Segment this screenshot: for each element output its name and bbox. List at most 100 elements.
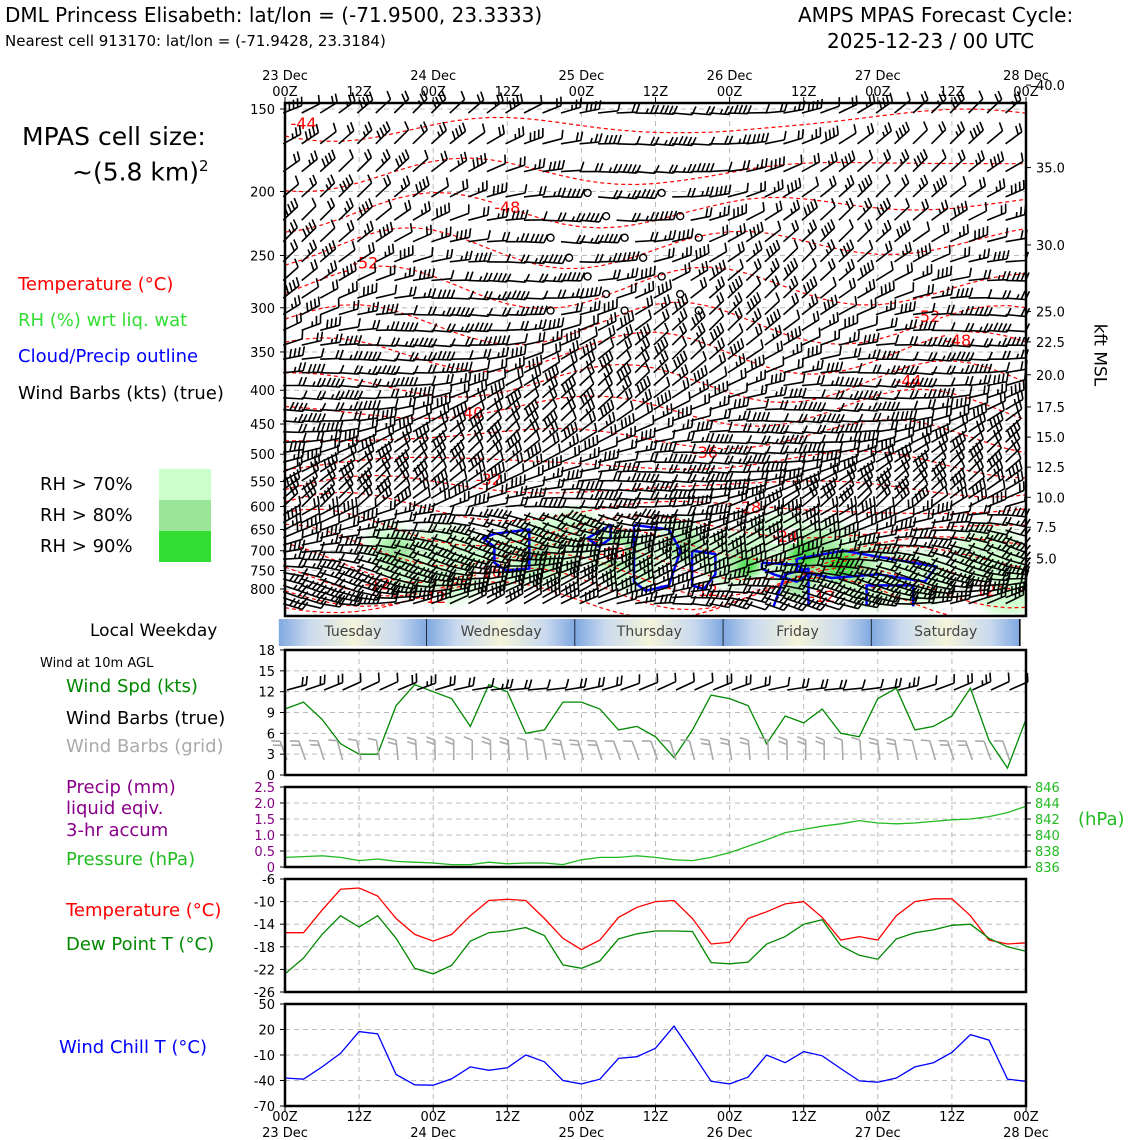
upper-wind-barb xyxy=(1005,517,1031,528)
upper-wind-barb xyxy=(616,400,634,422)
upper-wind-barb xyxy=(764,275,780,299)
upper-wind-barb xyxy=(764,460,788,473)
upper-wind-barb xyxy=(375,284,398,299)
upper-wind-barb xyxy=(745,339,764,360)
upper-wind-barb xyxy=(394,575,420,585)
upper-wind-barb xyxy=(671,391,691,411)
upper-wind-barb xyxy=(505,496,529,508)
upper-wind-barb xyxy=(949,532,976,543)
legend-rh80-label: RH > 80% xyxy=(40,505,133,526)
upper-wind-barb xyxy=(468,549,494,560)
upper-wind-barb xyxy=(857,402,882,412)
upper-wind-barb xyxy=(986,250,1010,263)
upper-wind-barb xyxy=(746,499,767,516)
upper-wind-barb xyxy=(393,458,410,482)
upper-wind-barb xyxy=(930,149,947,173)
upper-wind-barb xyxy=(412,502,436,516)
upper-wind-barb xyxy=(468,370,489,387)
upper-wind-barb xyxy=(819,276,837,299)
upper-wind-barb xyxy=(320,412,345,422)
upper-wind-barb xyxy=(727,557,749,574)
upper-wind-barb xyxy=(542,584,561,605)
upper-wind-barb xyxy=(634,583,657,599)
upper-wind-barb xyxy=(431,373,454,387)
upper-wind-barb xyxy=(375,377,401,388)
surface-wind-barb-grid xyxy=(445,736,455,760)
upper-wind-barb xyxy=(634,553,654,574)
upper-wind-barb xyxy=(653,441,677,454)
upper-wind-barb xyxy=(653,519,677,532)
upper-wind-barb xyxy=(356,148,373,173)
upper-wind-barb xyxy=(1005,409,1022,433)
upper-wind-barb xyxy=(801,511,821,532)
upper-wind-barb xyxy=(968,523,994,535)
surface-wind-barb-true xyxy=(916,675,938,691)
surface-wind-barb-true xyxy=(305,674,326,691)
upper-wind-barb xyxy=(319,174,336,198)
upper-wind-barb xyxy=(449,151,468,173)
upper-wind-barb xyxy=(635,482,660,493)
upper-wind-barb xyxy=(949,395,972,411)
upper-wind-barb xyxy=(764,534,784,553)
bottom-hour-label: 12Z xyxy=(643,1110,669,1125)
temperature-contour xyxy=(285,419,1026,454)
upper-wind-barb xyxy=(857,421,881,433)
upper-wind-barb xyxy=(542,159,566,173)
upper-wind-barb xyxy=(541,420,559,443)
upper-wind-barb xyxy=(505,156,526,173)
upper-wind-barb xyxy=(375,553,402,567)
upper-wind-barb xyxy=(449,553,476,567)
upper-wind-barb xyxy=(764,497,785,516)
upper-wind-barb xyxy=(375,388,400,399)
upper-wind-barb xyxy=(467,450,485,473)
upper-wind-barb xyxy=(468,585,487,605)
upper-wind-barb xyxy=(523,127,544,145)
weekday-label: Friday xyxy=(776,624,818,640)
upper-wind-barb xyxy=(301,495,320,516)
upper-wind-barb xyxy=(968,458,985,482)
upper-wind-barb xyxy=(949,90,965,114)
upper-wind-barb xyxy=(875,411,900,422)
upper-wind-barb xyxy=(486,388,504,411)
upper-wind-barb xyxy=(745,291,762,316)
upper-wind-barb xyxy=(431,350,456,361)
wind-speed-tick-label: 9 xyxy=(267,707,275,722)
upper-wind-barb xyxy=(986,203,1007,221)
upper-wind-barb xyxy=(467,460,486,482)
upper-wind-barb xyxy=(393,422,413,443)
upper-wind-barb xyxy=(745,307,762,331)
upper-wind-barb xyxy=(560,340,580,360)
surface-wind-barb-true xyxy=(879,677,903,691)
upper-wind-barb xyxy=(319,149,336,173)
upper-wind-barb xyxy=(431,562,457,573)
upper-wind-barb xyxy=(597,411,616,433)
upper-wind-barb xyxy=(301,446,322,463)
weekday-label: Wednesday xyxy=(461,624,542,640)
upper-wind-barb xyxy=(375,519,399,532)
upper-wind-barb xyxy=(634,591,658,605)
upper-wind-barb xyxy=(745,512,765,532)
upper-wind-barb xyxy=(949,467,966,491)
upper-wind-barb xyxy=(801,127,822,145)
upper-wind-barb xyxy=(616,553,635,574)
upper-wind-barb xyxy=(671,570,693,587)
upper-wind-barb xyxy=(931,567,957,580)
top-hour-label: 00Z xyxy=(569,85,595,100)
upper-wind-barb xyxy=(523,398,539,422)
upper-wind-barb xyxy=(542,289,567,299)
upper-wind-barb xyxy=(394,376,419,387)
upper-wind-barb xyxy=(893,148,910,173)
upper-wind-barb xyxy=(783,527,803,546)
upper-wind-barb xyxy=(968,269,992,282)
upper-wind-barb xyxy=(319,122,337,145)
upper-wind-barb xyxy=(838,258,856,282)
upper-wind-barb xyxy=(986,479,1006,500)
upper-wind-barb xyxy=(894,527,918,539)
upper-wind-barb xyxy=(783,401,808,411)
upper-wind-barb xyxy=(801,176,820,198)
upper-wind-barb xyxy=(412,351,438,362)
upper-wind-barb xyxy=(912,398,937,411)
upper-wind-barb xyxy=(893,197,910,221)
upper-wind-barb xyxy=(949,421,968,443)
surface-wind-barb-true xyxy=(731,674,752,691)
